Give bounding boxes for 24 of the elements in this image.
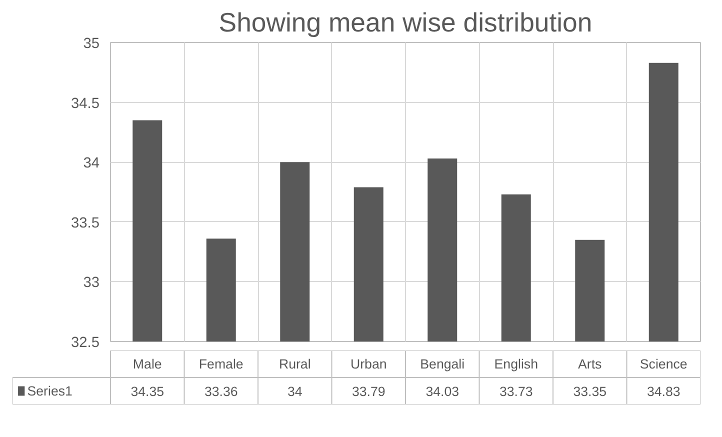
x-tick-label: Science	[640, 356, 688, 372]
y-tick-label: 34.5	[70, 96, 100, 112]
data-label: 33.79	[352, 384, 386, 399]
data-label: 33.36	[204, 384, 238, 399]
x-tick-label: English	[494, 356, 538, 372]
chart-title: Showing mean wise distribution	[218, 8, 592, 38]
y-tick-label: 35	[83, 36, 100, 52]
y-tick-label: 33.5	[70, 215, 100, 232]
legend-label: Series1	[27, 384, 72, 398]
data-label: 33.73	[499, 384, 533, 399]
y-tick-label: 33	[83, 275, 100, 292]
x-tick-label: Urban	[350, 356, 387, 372]
x-tick-label: Rural	[278, 356, 311, 372]
x-tick-label: Arts	[578, 356, 602, 372]
x-tick-label: Female	[198, 356, 244, 372]
data-label: 33.35	[573, 384, 607, 399]
y-tick-label: 32.5	[70, 335, 100, 351]
data-label: 34.83	[646, 384, 680, 399]
y-tick-label: 34	[83, 156, 100, 172]
data-label: 34.03	[426, 384, 460, 399]
x-tick-label: Bengali	[420, 356, 465, 372]
data-label: 34.35	[130, 384, 164, 399]
x-tick-label: Male	[132, 356, 162, 372]
data-label: 34	[287, 384, 303, 399]
